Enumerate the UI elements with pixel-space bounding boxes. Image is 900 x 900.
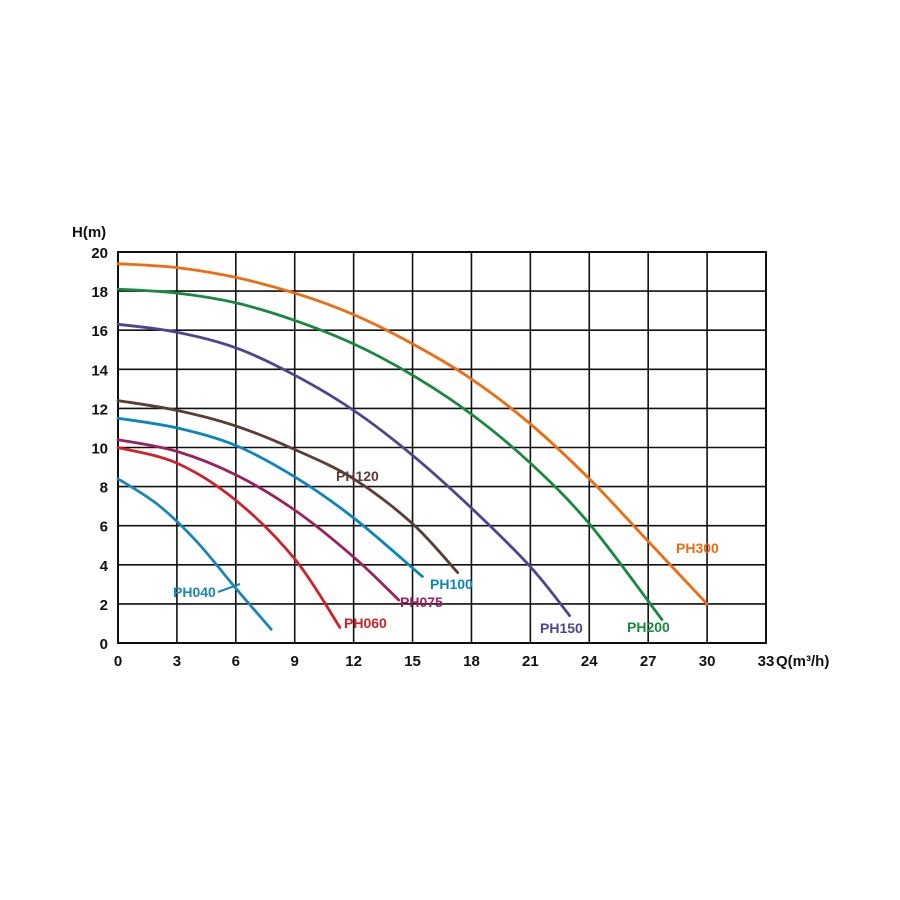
x-tick-label: 9: [291, 653, 299, 670]
ph040-leader-line: [217, 583, 241, 593]
x-tick-label: 33: [758, 653, 775, 670]
curve-ph060: [116, 446, 342, 629]
curve-ph040: [116, 477, 273, 631]
x-tick-label: 24: [581, 653, 598, 670]
series-label-ph040: PH040: [173, 584, 216, 600]
curve-ph300: [116, 262, 709, 606]
y-tick-label: 14: [91, 362, 108, 379]
y-tick-label: 8: [100, 480, 108, 497]
series-label-ph100: PH100: [430, 576, 473, 592]
curve-ph120: [116, 399, 460, 574]
series-label-ph060: PH060: [344, 615, 387, 631]
y-tick-label: 12: [91, 401, 108, 418]
y-tick-label: 10: [91, 441, 108, 458]
curve-ph150: [116, 322, 571, 617]
y-tick-label: 18: [91, 284, 108, 301]
y-tick-label: 2: [100, 597, 108, 614]
series-curves: [116, 262, 709, 631]
x-tick-label: 21: [522, 653, 539, 670]
series-label-ph075: PH075: [400, 594, 443, 610]
y-tick-labels: 0 2 4 6 8 10 12 14 16 18 20: [91, 245, 108, 653]
x-tick-labels: 0 3 6 9 12 15 18 21 24 27 30 33: [114, 653, 775, 670]
curve-ph075: [116, 438, 401, 602]
series-label-ph120: PH120: [336, 468, 379, 484]
x-tick-label: 27: [640, 653, 657, 670]
series-label-ph300: PH300: [676, 540, 719, 556]
x-tick-label: 18: [463, 653, 480, 670]
curve-ph200: [116, 287, 664, 621]
y-tick-label: 6: [100, 519, 108, 536]
y-tick-label: 4: [100, 558, 109, 575]
x-axis-title: Q(m³/h): [776, 653, 829, 670]
x-tick-label: 3: [173, 653, 181, 670]
series-label-ph200: PH200: [627, 619, 670, 635]
y-tick-label: 16: [91, 323, 108, 340]
x-tick-label: 0: [114, 653, 122, 670]
y-axis-title: H(m): [72, 224, 106, 241]
series-label-ph150: PH150: [540, 620, 583, 636]
x-tick-label: 6: [232, 653, 240, 670]
series-labels: PH040 PH060 PH075 PH100 PH120 PH150 PH200 PH300: [173, 468, 719, 636]
y-tick-label: 20: [91, 245, 108, 262]
x-tick-label: 12: [345, 653, 362, 670]
x-tick-label: 30: [699, 653, 716, 670]
x-tick-label: 15: [404, 653, 421, 670]
curve-ph100: [116, 416, 424, 578]
grid-lines: [117, 251, 767, 644]
y-tick-label: 0: [100, 636, 108, 653]
